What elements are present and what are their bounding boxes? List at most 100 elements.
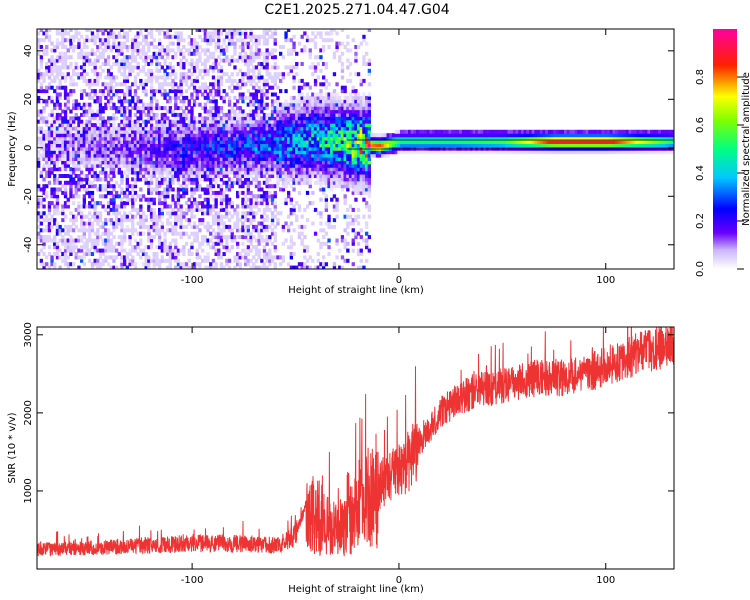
spectrogram-cell: [174, 163, 178, 168]
spectrogram-cell: [133, 228, 138, 233]
spectrogram-cell: [176, 190, 181, 195]
spectrogram-cell: [112, 112, 116, 117]
spectrogram-cell: [252, 123, 256, 128]
spectrogram-cell: [104, 177, 108, 182]
spectrogram-cell: [152, 153, 156, 158]
spectrogram-cell: [131, 214, 135, 219]
spectrogram-cell: [50, 218, 54, 223]
spectrogram-cell: [104, 146, 108, 151]
spectrogram-cell: [53, 265, 57, 269]
spectrogram-cell: [319, 170, 323, 175]
spectrogram-cell: [319, 150, 323, 155]
spectrogram-cell: [45, 170, 49, 175]
spectrogram-cell: [217, 129, 221, 134]
spectrogram-cell: [139, 143, 143, 148]
spectrogram-cell: [149, 170, 154, 175]
spectrogram-cell: [37, 150, 41, 155]
spectrogram-cell: [125, 136, 129, 141]
spectrogram-cell: [219, 133, 224, 138]
spectrogram-cell: [260, 62, 264, 66]
spectrogram-cell: [252, 34, 256, 39]
spectrogram-cell: [74, 62, 78, 66]
spectrogram-cell: [179, 34, 183, 39]
spectrogram-cell: [330, 102, 334, 107]
spectrogram-cell: [297, 112, 302, 117]
spectrogram-cell: [120, 262, 124, 267]
spectrogram-cell: [182, 75, 186, 80]
spectrogram-cell: [244, 153, 248, 158]
spectrogram-cell: [201, 116, 205, 121]
spectrogram-cell: [101, 92, 105, 97]
spectrogram-cell: [85, 55, 89, 60]
spectrogram-cell: [158, 231, 162, 236]
spectrogram-cell: [117, 68, 121, 73]
spectrogram-cell: [104, 62, 108, 66]
spectrogram-cell: [171, 112, 175, 117]
spectrogram-cell: [77, 140, 81, 144]
spectrogram-cell: [120, 51, 124, 56]
spectrogram-cell: [74, 140, 78, 144]
spectrogram-cell: [270, 106, 275, 111]
spectrogram-cell: [155, 55, 159, 60]
spectrogram-cell: [131, 51, 135, 56]
spectrogram-cell: [203, 65, 207, 70]
spectrogram-cell: [190, 153, 194, 158]
spectrogram-cell: [82, 235, 86, 240]
spectrogram-cell: [149, 143, 154, 148]
spectrogram-cell: [160, 48, 164, 53]
spectrogram-cell: [287, 190, 291, 195]
spectrogram-cell: [69, 187, 73, 192]
spectrogram-cell: [211, 146, 216, 151]
spectrogram-cell: [330, 140, 334, 144]
spectrogram-cell: [98, 65, 103, 70]
spectrogram-cell: [55, 157, 60, 161]
spectrogram-cell: [289, 143, 293, 148]
spectrogram-cell: [112, 255, 116, 260]
spectrogram-cell: [96, 129, 100, 134]
spectrogram-cell: [241, 55, 245, 60]
spectrogram-cell: [241, 109, 245, 114]
spectrogram-cell: [42, 252, 46, 256]
spectrogram-cell: [303, 133, 307, 138]
spectrogram-cell: [149, 214, 154, 219]
spectrogram-cell: [128, 68, 132, 73]
spectrogram-cell: [90, 194, 95, 199]
spectrogram-cell: [171, 48, 175, 53]
spectrogram-cell: [61, 136, 65, 141]
spectrogram-cell: [236, 58, 240, 63]
spectrogram-cell: [144, 38, 148, 43]
spectrogram-cell: [227, 119, 232, 124]
spectrogram-cell: [303, 48, 307, 53]
spectrogram-cell: [88, 146, 92, 151]
spectrogram-cell: [109, 48, 113, 53]
spectrogram-cell: [144, 180, 148, 185]
spectrogram-cell: [236, 112, 240, 117]
spectrogram-cell: [330, 116, 334, 121]
spectrogram-cell: [90, 129, 95, 134]
spectrogram-cell: [338, 58, 342, 63]
spectrogram-cell: [93, 157, 97, 161]
spectrogram-cell: [257, 231, 261, 236]
spectrogram-cell: [104, 45, 108, 49]
spectrogram-cell: [219, 204, 224, 209]
spectrogram-cell: [295, 153, 299, 158]
spectrogram-cell: [287, 126, 291, 131]
spectrogram-cell: [112, 75, 116, 80]
spectrogram-cell: [45, 123, 49, 128]
spectrogram-cell: [316, 252, 320, 256]
spectrogram-cell: [163, 140, 167, 144]
spectrogram-cell: [324, 201, 328, 206]
spectrogram-cell: [69, 62, 73, 66]
spectrogram-cell: [201, 82, 205, 87]
spectrogram-cell: [241, 112, 245, 117]
spectrogram-cell: [262, 211, 267, 216]
spectrogram-cell: [93, 68, 97, 73]
spectrogram-cell: [133, 150, 138, 155]
spectrogram-cell: [281, 170, 285, 175]
spectrogram-cell: [222, 146, 226, 151]
spectrogram-cell: [50, 95, 54, 100]
spectrogram-cell: [106, 262, 111, 267]
spectrogram-cell: [176, 153, 181, 158]
spectrogram-cell: [69, 38, 73, 43]
spectrogram-cell: [327, 38, 331, 43]
